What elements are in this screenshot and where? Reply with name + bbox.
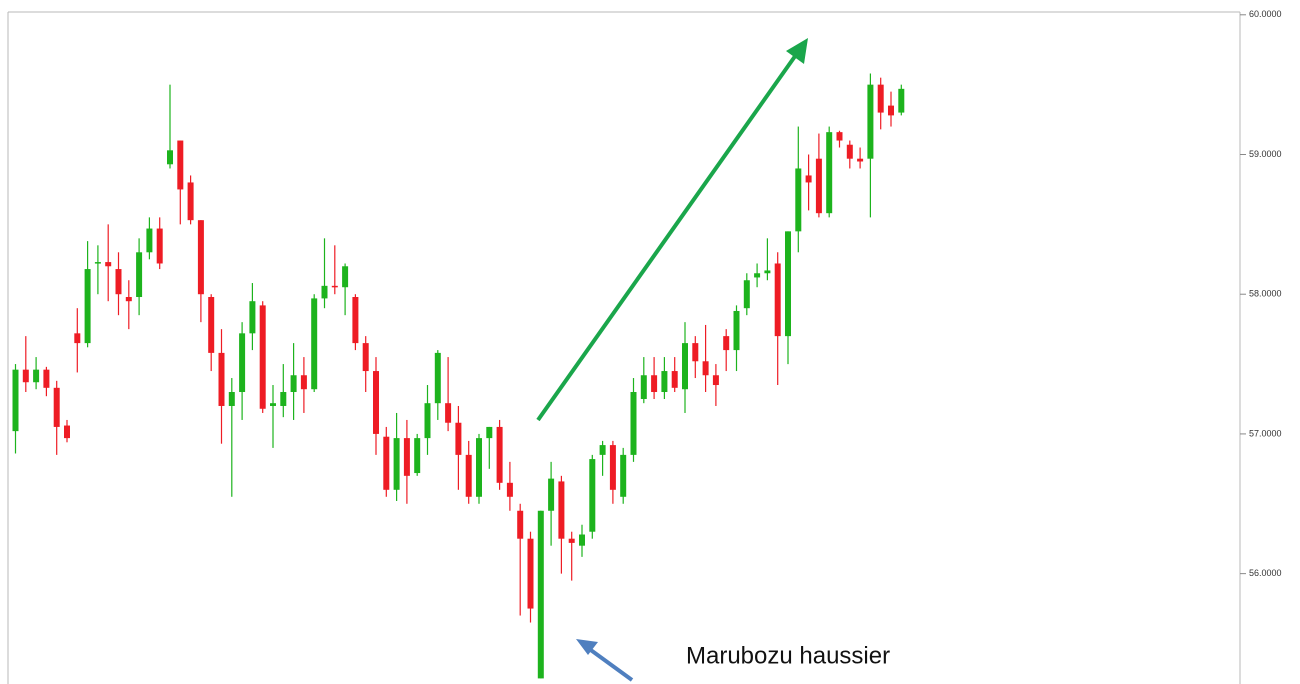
body [414, 438, 421, 474]
body [362, 343, 369, 372]
body [22, 369, 29, 383]
body [383, 436, 390, 490]
body [146, 228, 153, 253]
body [53, 387, 60, 427]
body [733, 310, 740, 351]
body [527, 538, 534, 609]
body [589, 459, 596, 532]
body [136, 252, 143, 298]
body [445, 403, 452, 423]
body [826, 132, 833, 214]
body [723, 336, 730, 351]
body [290, 375, 297, 393]
body [795, 168, 802, 232]
body [568, 538, 575, 543]
body [764, 270, 771, 274]
body [403, 438, 410, 476]
body [877, 84, 884, 113]
body [373, 371, 379, 434]
y-tick-label: 60.0000 [1249, 9, 1282, 19]
y-tick-label: 58.0000 [1249, 289, 1282, 299]
body [712, 375, 719, 386]
body [12, 369, 19, 432]
body [156, 228, 163, 264]
body [702, 361, 709, 376]
body [352, 297, 359, 344]
body [743, 280, 750, 309]
body [898, 88, 905, 113]
body [867, 84, 874, 159]
body [496, 426, 503, 483]
body [620, 454, 627, 497]
body [393, 438, 400, 490]
body [609, 445, 616, 490]
body [167, 150, 173, 165]
body [434, 352, 441, 404]
body [33, 369, 40, 383]
body [239, 333, 246, 393]
y-tick-label: 56.0000 [1249, 568, 1282, 578]
body [517, 510, 524, 539]
body [64, 425, 70, 439]
body [74, 333, 81, 344]
body [486, 426, 493, 439]
body [270, 403, 276, 406]
body [836, 132, 843, 141]
body [630, 392, 637, 455]
body [640, 375, 647, 399]
green-arrow [536, 38, 808, 422]
body [321, 285, 328, 299]
annotation: Marubozu haussier [686, 642, 890, 669]
body [115, 269, 122, 295]
body [300, 375, 307, 390]
body [280, 392, 287, 406]
body [424, 403, 431, 439]
blue-arrow [576, 639, 634, 682]
body [785, 231, 791, 337]
body [197, 220, 204, 295]
body [311, 298, 318, 390]
body [125, 297, 132, 302]
body [651, 375, 658, 393]
y-tick-label: 57.0000 [1249, 428, 1282, 438]
body [331, 285, 338, 288]
body [84, 269, 91, 344]
candles [12, 73, 905, 679]
body [815, 158, 822, 214]
body [506, 482, 513, 497]
body [187, 182, 194, 221]
body [94, 262, 101, 264]
body [692, 343, 699, 362]
body [846, 144, 853, 159]
body [548, 478, 555, 511]
body [228, 392, 235, 406]
body [249, 301, 256, 334]
body [537, 510, 544, 679]
body [218, 352, 225, 406]
body [43, 369, 50, 388]
body [661, 371, 668, 393]
body [805, 175, 812, 183]
body [671, 371, 678, 388]
body [259, 305, 266, 409]
y-tick-label: 59.0000 [1249, 149, 1282, 159]
body [774, 263, 781, 337]
body [105, 262, 112, 267]
body [476, 438, 482, 497]
body [888, 105, 894, 116]
body [599, 445, 606, 455]
body [558, 481, 565, 539]
body [754, 273, 761, 278]
body [857, 158, 864, 162]
body [455, 422, 462, 455]
body [177, 140, 184, 190]
body [682, 343, 688, 390]
body [342, 266, 349, 288]
body [208, 297, 215, 353]
body [579, 534, 585, 546]
body [465, 454, 472, 497]
